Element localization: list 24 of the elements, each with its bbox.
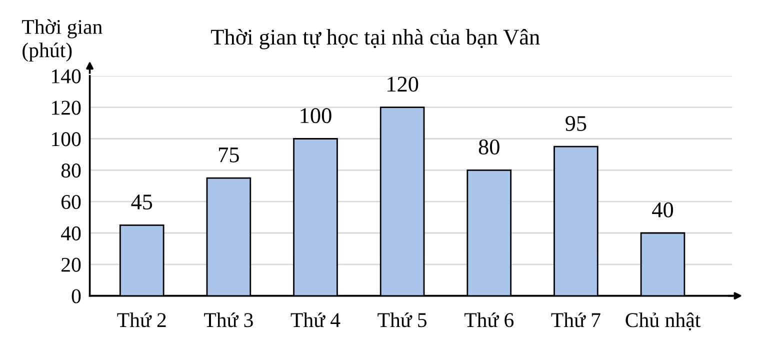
- x-tick-label: Thứ 3: [204, 312, 253, 328]
- y-tick-label: 140: [52, 69, 81, 84]
- y-tick-label: 120: [52, 100, 81, 115]
- x-tick-label: Thứ 6: [464, 312, 514, 328]
- x-tick-label: Chủ nhật: [626, 312, 701, 330]
- y-tick-label: 0: [72, 289, 81, 304]
- y-tick-label: 20: [62, 258, 81, 272]
- x-tick-label: Thứ 7: [551, 312, 600, 328]
- y-tick-label: 80: [61, 164, 81, 178]
- data-label: 45: [131, 194, 152, 210]
- y-tick-label: 100: [52, 132, 81, 146]
- data-label: 40: [652, 202, 674, 218]
- x-tick-label: Thứ 4: [290, 312, 340, 328]
- chart-title: Thời gian tự học tại nhà của bạn Vân: [211, 29, 540, 50]
- data-label: 80: [478, 140, 500, 155]
- y-tick-label: 40: [61, 226, 81, 240]
- data-label: 95: [566, 116, 586, 131]
- y-axis-title: Thời gian (phút): [22, 19, 102, 62]
- data-label: 75: [219, 148, 239, 162]
- y-tick-label: 60: [62, 194, 81, 210]
- x-tick-label: Thứ 5: [378, 312, 427, 328]
- data-label: 120: [388, 76, 418, 92]
- x-tick-label: Thứ 2: [117, 312, 166, 328]
- data-label: 100: [300, 108, 332, 124]
